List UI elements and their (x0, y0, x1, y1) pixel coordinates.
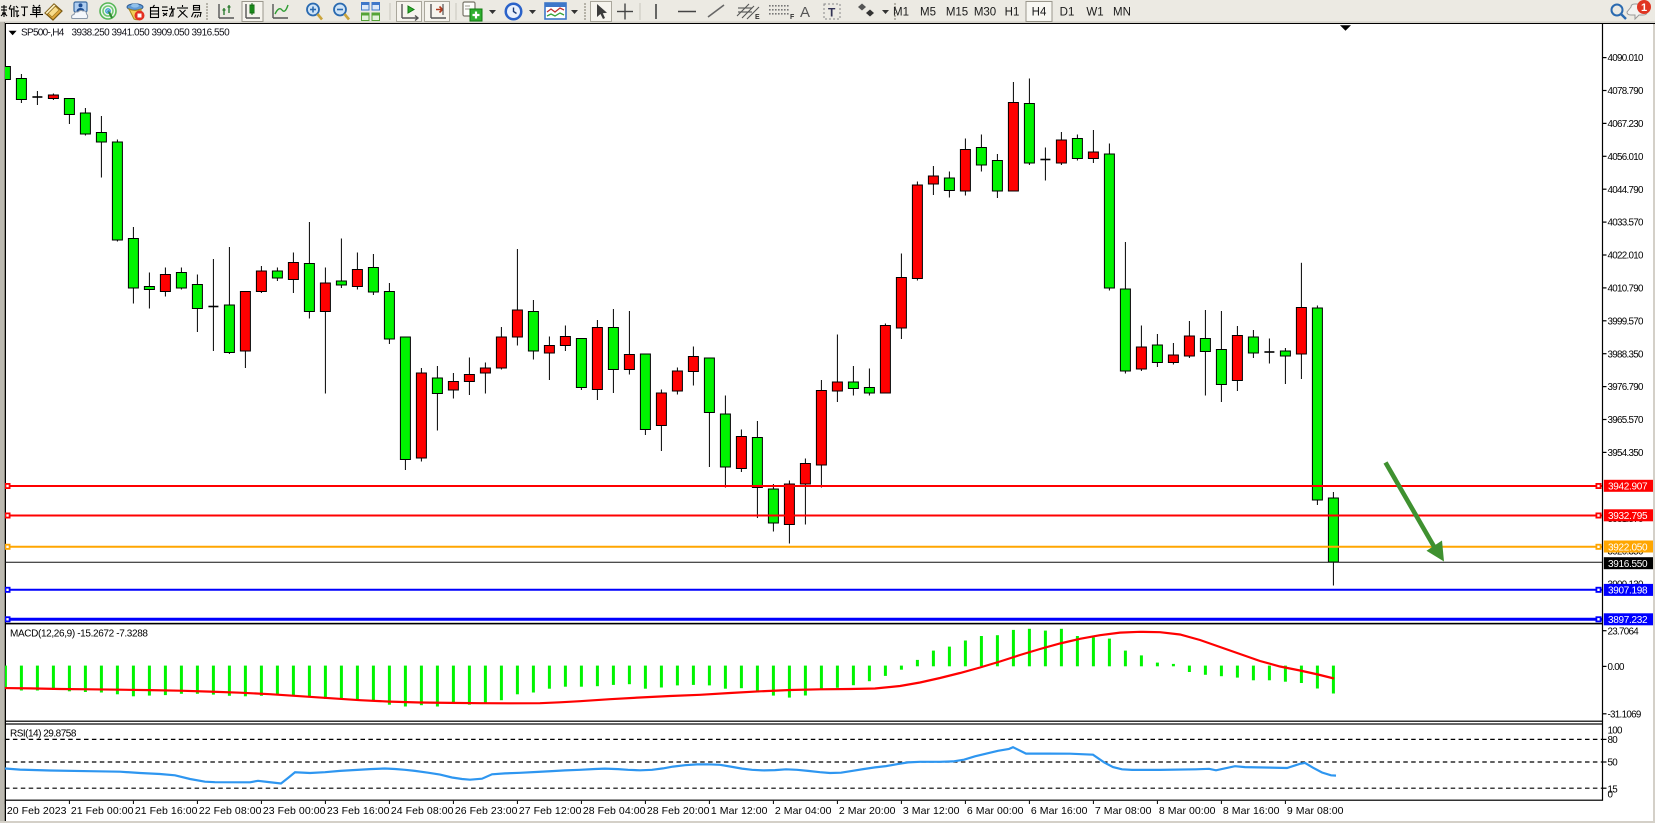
svg-text:22 Feb 08:00: 22 Feb 08:00 (199, 805, 262, 817)
svg-text:7 Mar 08:00: 7 Mar 08:00 (1095, 805, 1152, 817)
svg-text:0: 0 (1608, 789, 1614, 800)
svg-text:21 Feb 16:00: 21 Feb 16:00 (135, 805, 198, 817)
svg-text:A: A (800, 4, 810, 21)
svg-text:20 Feb 2023: 20 Feb 2023 (7, 805, 67, 817)
svg-text:E: E (755, 14, 760, 21)
svg-text:23 Feb 00:00: 23 Feb 00:00 (263, 805, 326, 817)
svg-text:W1: W1 (1086, 7, 1103, 19)
svg-text:4033.570: 4033.570 (1608, 218, 1645, 229)
svg-text:4010.790: 4010.790 (1608, 284, 1645, 295)
svg-text:M5: M5 (920, 7, 936, 19)
svg-text:1: 1 (1641, 2, 1647, 14)
svg-text:3954.350: 3954.350 (1608, 448, 1645, 459)
svg-text:2 Mar 04:00: 2 Mar 04:00 (775, 805, 832, 817)
svg-text:4056.010: 4056.010 (1608, 152, 1645, 163)
svg-text:H4: H4 (1032, 7, 1047, 19)
svg-text:2 Mar 20:00: 2 Mar 20:00 (839, 805, 896, 817)
svg-text:80: 80 (1608, 735, 1619, 746)
svg-text:28 Feb 20:00: 28 Feb 20:00 (647, 805, 710, 817)
svg-text:9 Mar 08:00: 9 Mar 08:00 (1287, 805, 1344, 817)
svg-text:3938.250 3941.050 3909.050 391: 3938.250 3941.050 3909.050 3916.550 (72, 27, 231, 38)
svg-text:4078.790: 4078.790 (1608, 86, 1645, 97)
svg-text:50: 50 (1608, 758, 1619, 769)
svg-text:23.7064: 23.7064 (1608, 626, 1640, 637)
svg-text:3 Mar 12:00: 3 Mar 12:00 (903, 805, 960, 817)
svg-text:3932.795: 3932.795 (1608, 511, 1648, 522)
svg-text:4090.010: 4090.010 (1608, 53, 1645, 64)
svg-text:4067.230: 4067.230 (1608, 119, 1645, 130)
svg-text:-31.1069: -31.1069 (1608, 709, 1641, 720)
svg-text:6 Mar 16:00: 6 Mar 16:00 (1031, 805, 1088, 817)
svg-text:M15: M15 (946, 7, 968, 19)
svg-text:3988.350: 3988.350 (1608, 349, 1645, 360)
svg-text:3965.570: 3965.570 (1608, 415, 1645, 426)
svg-text:T: T (828, 6, 836, 20)
svg-text:21 Feb 00:00: 21 Feb 00:00 (71, 805, 134, 817)
svg-text:F: F (790, 14, 795, 21)
svg-text:3999.570: 3999.570 (1608, 316, 1645, 327)
svg-text:3976.790: 3976.790 (1608, 382, 1645, 393)
svg-text:SP500-,H4: SP500-,H4 (21, 27, 65, 38)
svg-text:M1: M1 (893, 7, 909, 19)
svg-text:RSI(14) 29.8758: RSI(14) 29.8758 (10, 729, 77, 740)
svg-text:M30: M30 (974, 7, 996, 19)
svg-text:26 Feb 23:00: 26 Feb 23:00 (455, 805, 518, 817)
svg-text:0.00: 0.00 (1608, 662, 1626, 673)
svg-text:100: 100 (1608, 726, 1623, 737)
svg-text:3942.907: 3942.907 (1608, 482, 1648, 493)
svg-text:3922.050: 3922.050 (1608, 542, 1648, 553)
svg-text:3916.550: 3916.550 (1608, 559, 1648, 570)
svg-text:4022.010: 4022.010 (1608, 251, 1645, 262)
svg-text:23 Feb 16:00: 23 Feb 16:00 (327, 805, 390, 817)
svg-text:3907.198: 3907.198 (1608, 586, 1648, 597)
svg-text:1 Mar 12:00: 1 Mar 12:00 (711, 805, 768, 817)
svg-text:3897.232: 3897.232 (1608, 615, 1648, 626)
svg-text:8 Mar 16:00: 8 Mar 16:00 (1223, 805, 1280, 817)
svg-text:27 Feb 12:00: 27 Feb 12:00 (519, 805, 582, 817)
svg-text:D1: D1 (1060, 7, 1075, 19)
svg-text:28 Feb 04:00: 28 Feb 04:00 (583, 805, 646, 817)
svg-text:MACD(12,26,9) -15.2672 -7.3288: MACD(12,26,9) -15.2672 -7.3288 (10, 629, 148, 640)
svg-text:H1: H1 (1005, 7, 1020, 19)
svg-text:4044.790: 4044.790 (1608, 185, 1645, 196)
svg-text:15: 15 (1608, 785, 1619, 796)
svg-text:MN: MN (1113, 7, 1131, 19)
svg-text:24 Feb 08:00: 24 Feb 08:00 (391, 805, 454, 817)
svg-text:8 Mar 00:00: 8 Mar 00:00 (1159, 805, 1216, 817)
svg-text:6 Mar 00:00: 6 Mar 00:00 (967, 805, 1024, 817)
